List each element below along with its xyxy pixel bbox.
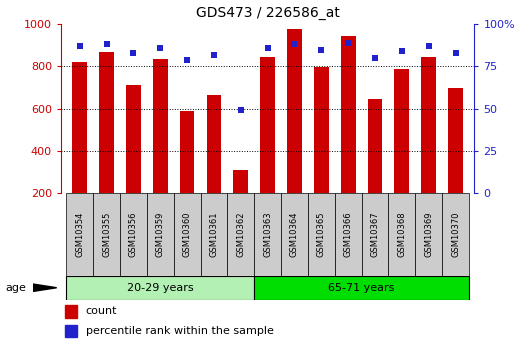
- Bar: [207, 95, 222, 193]
- Bar: [233, 170, 248, 193]
- Text: GSM10367: GSM10367: [370, 212, 379, 257]
- Bar: [368, 99, 383, 193]
- Bar: [180, 111, 195, 193]
- Bar: [388, 193, 416, 276]
- Bar: [126, 86, 141, 193]
- Bar: [442, 193, 469, 276]
- Bar: [66, 276, 254, 300]
- Point: [75, 43, 84, 49]
- Bar: [73, 62, 87, 193]
- Bar: [421, 57, 436, 193]
- Point: [183, 57, 191, 62]
- Bar: [361, 193, 388, 276]
- Text: GSM10355: GSM10355: [102, 212, 111, 257]
- Bar: [174, 193, 200, 276]
- Point: [129, 50, 138, 56]
- Text: percentile rank within the sample: percentile rank within the sample: [86, 326, 273, 336]
- Text: count: count: [86, 306, 117, 316]
- Point: [263, 45, 272, 51]
- Bar: [254, 276, 469, 300]
- Point: [290, 42, 299, 47]
- Bar: [200, 193, 227, 276]
- Bar: [254, 193, 281, 276]
- Bar: [66, 193, 93, 276]
- Bar: [314, 68, 329, 193]
- Point: [156, 45, 164, 51]
- Bar: [65, 325, 77, 337]
- Text: 65-71 years: 65-71 years: [329, 283, 395, 293]
- Bar: [394, 69, 409, 193]
- Polygon shape: [33, 284, 57, 292]
- Point: [425, 43, 433, 49]
- Bar: [227, 193, 254, 276]
- Text: GSM10369: GSM10369: [424, 212, 433, 257]
- Bar: [147, 193, 174, 276]
- Text: 20-29 years: 20-29 years: [127, 283, 193, 293]
- Text: GSM10368: GSM10368: [398, 212, 407, 257]
- Point: [236, 108, 245, 113]
- Bar: [65, 305, 77, 317]
- Text: GSM10370: GSM10370: [451, 212, 460, 257]
- Text: age: age: [5, 283, 26, 293]
- Point: [398, 48, 406, 54]
- Text: GSM10356: GSM10356: [129, 212, 138, 257]
- Bar: [287, 29, 302, 193]
- Bar: [308, 193, 335, 276]
- Text: GSM10359: GSM10359: [156, 212, 165, 257]
- Text: GSM10363: GSM10363: [263, 212, 272, 257]
- Bar: [416, 193, 442, 276]
- Title: GDS473 / 226586_at: GDS473 / 226586_at: [196, 6, 340, 20]
- Bar: [93, 193, 120, 276]
- Text: GSM10364: GSM10364: [290, 212, 299, 257]
- Point: [317, 47, 325, 52]
- Point: [371, 55, 379, 61]
- Bar: [335, 193, 361, 276]
- Point: [344, 40, 352, 46]
- Point: [210, 52, 218, 57]
- Bar: [281, 193, 308, 276]
- Text: GSM10366: GSM10366: [343, 212, 352, 257]
- Point: [102, 42, 111, 47]
- Text: GSM10354: GSM10354: [75, 212, 84, 257]
- Bar: [341, 36, 356, 193]
- Text: GSM10365: GSM10365: [317, 212, 326, 257]
- Bar: [448, 88, 463, 193]
- Point: [452, 50, 460, 56]
- Text: GSM10361: GSM10361: [209, 212, 218, 257]
- Bar: [153, 59, 167, 193]
- Text: GSM10362: GSM10362: [236, 212, 245, 257]
- Text: GSM10360: GSM10360: [183, 212, 192, 257]
- Bar: [260, 57, 275, 193]
- Bar: [99, 52, 114, 193]
- Bar: [120, 193, 147, 276]
